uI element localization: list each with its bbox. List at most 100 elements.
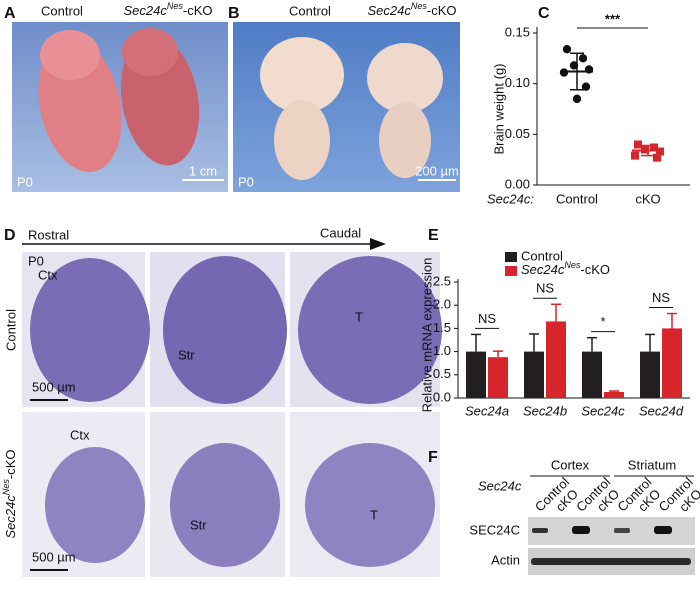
group-label: Striatum — [628, 457, 676, 472]
group-label: Control — [41, 3, 83, 18]
legend-swatch — [505, 252, 517, 262]
bands — [531, 526, 691, 565]
group-label: Cortex — [551, 457, 590, 472]
band — [614, 528, 630, 533]
row-label: Actin — [491, 552, 520, 567]
y-axis-label: Relative mRNA expression — [419, 258, 434, 413]
significance-label: *** — [605, 11, 621, 26]
brain — [260, 37, 344, 113]
y-tick-label: 0.15 — [505, 24, 530, 39]
y-tick-label: 0.05 — [505, 126, 530, 141]
panel-label: B — [228, 5, 240, 22]
x-tick-label: Sec24c — [581, 403, 625, 418]
y-tick-label: 0.0 — [433, 389, 451, 404]
tissue — [298, 256, 442, 404]
tissue — [170, 443, 280, 567]
bar — [546, 321, 566, 398]
data-point — [569, 61, 579, 70]
data-point — [578, 54, 588, 63]
direction-label: Caudal — [320, 225, 361, 240]
data-point — [572, 94, 582, 104]
annotation: NS — [478, 311, 496, 326]
brain — [379, 102, 431, 178]
mouse-head — [40, 30, 100, 80]
band — [531, 558, 691, 565]
region-label: T — [355, 309, 363, 324]
bar — [662, 328, 682, 398]
scale-label: 200 µm — [415, 163, 459, 178]
direction-label: Rostral — [28, 227, 69, 242]
x-prefix: Sec24c: — [487, 191, 534, 206]
bar — [466, 351, 486, 398]
band — [654, 526, 672, 534]
y-tick-label: 0.10 — [505, 75, 530, 90]
tissue — [45, 447, 145, 563]
legend-swatch — [505, 266, 517, 276]
brain — [274, 100, 330, 180]
tissue — [163, 256, 287, 404]
y-tick-label: 0.5 — [433, 366, 451, 381]
tissue — [30, 258, 150, 402]
y-axis-label: Brain weight (g) — [491, 63, 506, 154]
sup: Nes — [564, 260, 581, 270]
y-tick-label: 1.5 — [433, 320, 451, 335]
row-label: Control — [3, 309, 18, 351]
group-label: Control — [289, 3, 331, 18]
age-label: P0 — [28, 253, 44, 268]
row-label: SEC24C — [469, 522, 520, 537]
band — [532, 528, 548, 533]
suffix: -cKO — [580, 262, 610, 277]
data-point — [650, 143, 658, 152]
panel-label: F — [428, 449, 438, 466]
region-label: Ctx — [38, 267, 58, 282]
annotation: * — [600, 314, 605, 329]
tissue — [305, 443, 435, 567]
age-label: P0 — [17, 174, 33, 189]
gene-label: Sec24c — [478, 478, 522, 493]
legend-label: Sec24cNes-cKO — [521, 260, 610, 277]
legend-label: Control — [521, 248, 563, 263]
band — [572, 526, 590, 534]
region-label: Str — [190, 517, 207, 532]
data-point — [641, 145, 649, 154]
histology — [22, 252, 442, 577]
annotation: NS — [536, 281, 554, 296]
data-point — [634, 140, 642, 149]
x-tick-label: Sec24d — [639, 403, 684, 418]
group-label: Sec24cNes-cKO — [123, 1, 212, 18]
data-point — [581, 82, 591, 91]
mouse-head — [122, 28, 178, 76]
y-tick-label: 2.0 — [433, 297, 451, 312]
x-tick-label: Control — [556, 191, 598, 206]
row-label: Sec24cNes-cKO — [1, 449, 18, 538]
bar — [488, 357, 508, 398]
region-label: T — [370, 507, 378, 522]
gene: Sec24c — [521, 262, 565, 277]
region-label: Ctx — [70, 427, 90, 442]
scale-label: 500 µm — [32, 549, 76, 564]
annotation: NS — [652, 290, 670, 305]
age-label: P0 — [238, 174, 254, 189]
panel-label: C — [538, 5, 550, 22]
bar — [604, 391, 624, 398]
data-point — [656, 147, 664, 156]
bar — [582, 351, 602, 398]
data-point — [562, 45, 572, 54]
data-point — [631, 151, 639, 160]
scale-label: 500 µm — [32, 379, 76, 394]
data-point — [653, 153, 661, 162]
bar — [640, 351, 660, 398]
arrowhead — [370, 238, 386, 250]
y-tick-label: 1.0 — [433, 343, 451, 358]
group-label: Sec24cNes-cKO — [367, 1, 456, 18]
region-label: Str — [178, 347, 195, 362]
x-tick-label: cKO — [635, 191, 660, 206]
bar — [524, 351, 544, 398]
x-tick-label: Sec24b — [523, 403, 567, 418]
data-point — [559, 68, 569, 77]
panel-label: A — [4, 5, 16, 22]
scale-label: 1 cm — [189, 163, 217, 178]
brain — [367, 43, 443, 113]
